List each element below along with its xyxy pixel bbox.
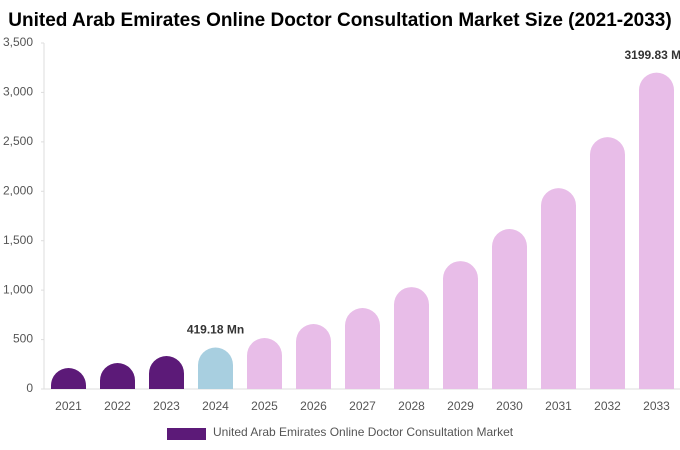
x-tick-label: 2026 bbox=[300, 399, 327, 413]
value-label: 419.18 Mn bbox=[187, 323, 244, 337]
legend-label: United Arab Emirates Online Doctor Consu… bbox=[213, 425, 514, 439]
x-tick-label: 2029 bbox=[447, 399, 474, 413]
bar bbox=[443, 261, 478, 389]
bar bbox=[100, 363, 135, 389]
bar bbox=[296, 324, 331, 389]
x-tick-label: 2028 bbox=[398, 399, 425, 413]
bar bbox=[590, 137, 625, 389]
bar bbox=[198, 347, 233, 389]
x-tick-label: 2024 bbox=[202, 399, 229, 413]
x-tick-label: 2022 bbox=[104, 399, 131, 413]
y-tick-label: 500 bbox=[13, 332, 33, 346]
y-tick-label: 1,500 bbox=[3, 233, 33, 247]
y-tick-label: 0 bbox=[26, 381, 33, 395]
x-tick-label: 2023 bbox=[153, 399, 180, 413]
y-tick-label: 2,000 bbox=[3, 183, 33, 197]
bar bbox=[149, 355, 184, 389]
bar bbox=[51, 368, 86, 389]
y-tick-label: 3,000 bbox=[3, 85, 33, 99]
x-tick-label: 2032 bbox=[594, 399, 621, 413]
bar bbox=[345, 308, 380, 389]
x-tick-label: 2030 bbox=[496, 399, 523, 413]
y-tick-label: 1,000 bbox=[3, 282, 33, 296]
x-tick-label: 2027 bbox=[349, 399, 376, 413]
y-tick-label: 3,500 bbox=[3, 35, 33, 49]
x-tick-label: 2033 bbox=[643, 399, 670, 413]
bar bbox=[247, 337, 282, 389]
bar bbox=[394, 287, 429, 389]
bar bbox=[492, 229, 527, 389]
chart-title: United Arab Emirates Online Doctor Consu… bbox=[8, 10, 671, 31]
y-tick-label: 2,500 bbox=[3, 134, 33, 148]
x-tick-label: 2031 bbox=[545, 399, 572, 413]
x-tick-label: 2021 bbox=[55, 399, 82, 413]
bar bbox=[541, 188, 576, 389]
x-tick-label: 2025 bbox=[251, 399, 278, 413]
bar bbox=[639, 72, 674, 389]
value-label: 3199.83 Mn bbox=[624, 48, 680, 62]
legend-swatch bbox=[167, 428, 206, 440]
